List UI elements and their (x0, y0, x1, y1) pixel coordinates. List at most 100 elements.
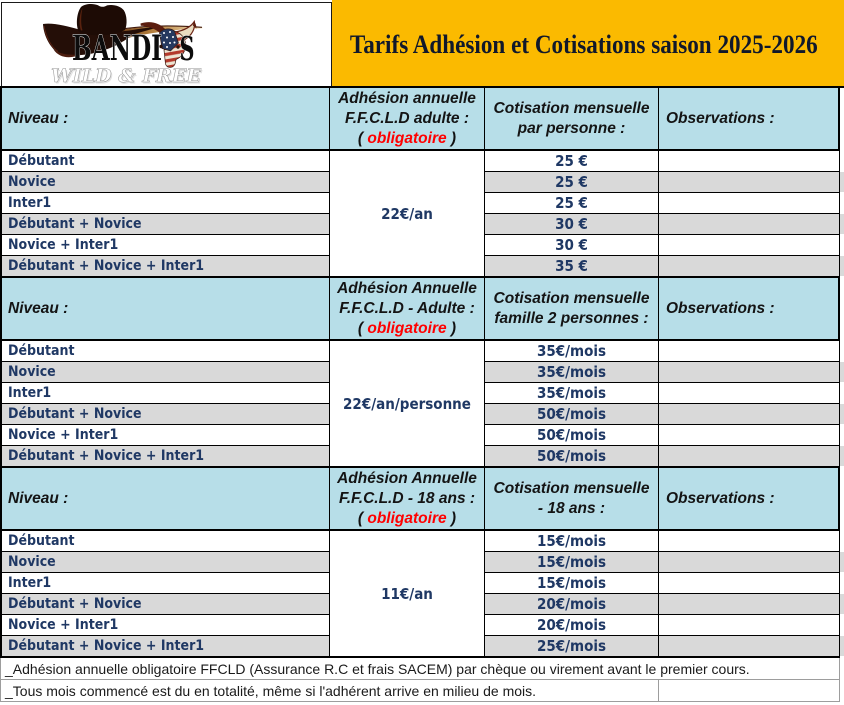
fee-value: 20€/mois (485, 594, 659, 615)
header-observations: Observations : (659, 88, 840, 151)
level-label: Débutant + Novice + Inter1 (2, 256, 330, 278)
fee-value: 15€/mois (485, 552, 659, 573)
header-adhesion: Adhésion annuelle F.F.C.L.D adulte : ( o… (330, 88, 485, 151)
observation-cell (659, 172, 844, 193)
observation-cell (659, 573, 840, 594)
level-label-text: Débutant + Novice (8, 216, 142, 232)
header-cotisation: Cotisation mensuelle par personne : (485, 88, 659, 151)
level-label: Novice (2, 172, 330, 193)
fee-value: 35€/mois (485, 341, 659, 362)
level-label: Inter1 (2, 383, 330, 404)
header-niveau-label: Niveau : (8, 299, 69, 317)
paren-open: ( (357, 319, 368, 337)
header-niveau: Niveau : (2, 468, 330, 531)
skull-stars (163, 31, 176, 48)
header-adhesion: Adhésion Annuelle F.F.C.L.D - 18 ans : (… (330, 468, 485, 531)
level-label-text: Inter1 (8, 575, 52, 591)
mandatory-text: obligatoire (367, 319, 447, 337)
fee-value: 15€/mois (485, 573, 659, 594)
fee-value-text: 25€/mois (536, 637, 607, 655)
level-label-text: Novice (8, 174, 56, 190)
observation-cell (659, 383, 840, 404)
paren-open: ( (357, 509, 368, 527)
observation-cell (659, 341, 840, 362)
fee-value: 25 € (485, 193, 659, 214)
paren-open: ( (357, 129, 368, 147)
header-adhesion-line1: Adhésion Annuelle (337, 469, 477, 487)
observation-cell (659, 193, 840, 214)
paren-close: ) (446, 509, 457, 527)
header-niveau: Niveau : (2, 278, 330, 341)
fee-value-text: 50€/mois (536, 426, 607, 444)
observation-cell (659, 214, 844, 235)
mandatory-text: obligatoire (367, 509, 447, 527)
observation-cell (659, 552, 844, 573)
header-cotisation-line1: Cotisation mensuelle (493, 99, 650, 117)
observation-cell (659, 636, 844, 658)
level-label: Débutant + Novice (2, 404, 330, 425)
pricing-table: Niveau : Adhésion annuelle F.F.C.L.D adu… (0, 88, 844, 658)
section-adult-single: Niveau : Adhésion annuelle F.F.C.L.D adu… (0, 88, 844, 278)
merged-annual-fee-text: 22€/an (381, 204, 433, 223)
merged-annual-fee-text: 11€/an (381, 584, 433, 603)
header-adhesion-line2: F.F.C.L.D adulte : (345, 109, 469, 127)
tagline-shadow: WILD & FREE (52, 66, 203, 87)
level-label: Novice + Inter1 (2, 425, 330, 446)
fee-value: 30 € (485, 235, 659, 256)
level-label-text: Novice (8, 554, 56, 570)
level-label-text: Novice + Inter1 (8, 237, 119, 253)
header-niveau-label: Niveau : (8, 489, 69, 507)
fee-value-text: 20€/mois (536, 595, 607, 613)
level-label-text: Inter1 (8, 385, 52, 401)
level-label-text: Inter1 (8, 195, 52, 211)
fee-value-text: 35 € (555, 257, 588, 275)
observation-cell (659, 594, 844, 615)
level-label: Débutant (2, 531, 330, 552)
fee-value-text: 25 € (555, 173, 588, 191)
observation-cell (659, 446, 844, 468)
skull-right-horn-tip (192, 21, 197, 29)
header-niveau: Niveau : (2, 88, 330, 151)
level-label-text: Débutant + Novice + Inter1 (8, 638, 205, 654)
level-label-text: Débutant + Novice (8, 406, 142, 422)
header-observations-label: Observations : (666, 489, 775, 507)
observation-cell (659, 425, 840, 446)
section-family: Niveau : Adhésion Annuelle F.F.C.L.D - A… (0, 278, 844, 468)
header-niveau-label: Niveau : (8, 109, 69, 127)
level-label: Inter1 (2, 573, 330, 594)
observation-cell (659, 362, 844, 383)
club-logo: BANDI S WILD & FREE WILD & FREE (1, 2, 332, 88)
fee-value: 25 € (485, 172, 659, 193)
fee-value-text: 15€/mois (536, 532, 607, 550)
fee-value-text: 35€/mois (536, 384, 607, 402)
band-bottom-rule (0, 86, 844, 88)
fee-value: 50€/mois (485, 404, 659, 425)
header-adhesion: Adhésion Annuelle F.F.C.L.D - Adulte : (… (330, 278, 485, 341)
header-adhesion-line2: F.F.C.L.D - 18 ans : (338, 489, 476, 507)
hat-brim-curl (53, 49, 82, 58)
merged-annual-fee: 22€/an (330, 151, 485, 278)
merged-annual-fee: 22€/an/personne (330, 341, 485, 468)
header-cotisation: Cotisation mensuelle - 18 ans : (485, 468, 659, 531)
fee-value-text: 25 € (555, 152, 588, 170)
level-label-text: Débutant + Novice (8, 596, 142, 612)
level-label-text: Novice + Inter1 (8, 427, 119, 443)
header-adhesion-line1: Adhésion annuelle (338, 89, 476, 107)
level-label-text: Novice (8, 364, 56, 380)
fee-value-text: 20€/mois (536, 616, 607, 634)
hat-brim (43, 23, 162, 56)
level-label-text: Débutant + Novice + Inter1 (8, 448, 205, 464)
hat-crown-sheen (79, 8, 83, 31)
level-label-text: Débutant + Novice + Inter1 (8, 258, 205, 274)
fee-value-text: 50€/mois (536, 405, 607, 423)
header-adhesion-line3: ( obligatoire ) (330, 319, 484, 339)
skull-star-field (159, 28, 179, 52)
header-adhesion-line2: F.F.C.L.D - Adulte : (339, 299, 475, 317)
level-label: Débutant (2, 341, 330, 362)
skull-left-eye (159, 44, 163, 49)
paren-close: ) (446, 129, 457, 147)
level-label: Novice (2, 362, 330, 383)
level-label: Novice + Inter1 (2, 235, 330, 256)
fee-value: 35 € (485, 256, 659, 278)
